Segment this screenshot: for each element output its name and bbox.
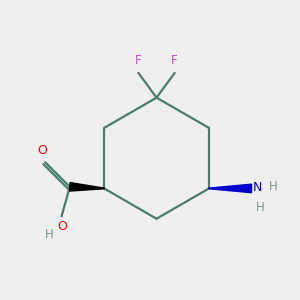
Polygon shape: [209, 184, 251, 193]
Text: O: O: [37, 144, 47, 158]
Polygon shape: [70, 183, 104, 191]
Text: H: H: [268, 180, 277, 193]
Text: H: H: [45, 228, 53, 241]
Text: O: O: [57, 220, 67, 232]
Text: F: F: [135, 54, 142, 67]
Text: F: F: [171, 54, 178, 67]
Text: N: N: [253, 181, 262, 194]
Text: H: H: [256, 201, 265, 214]
